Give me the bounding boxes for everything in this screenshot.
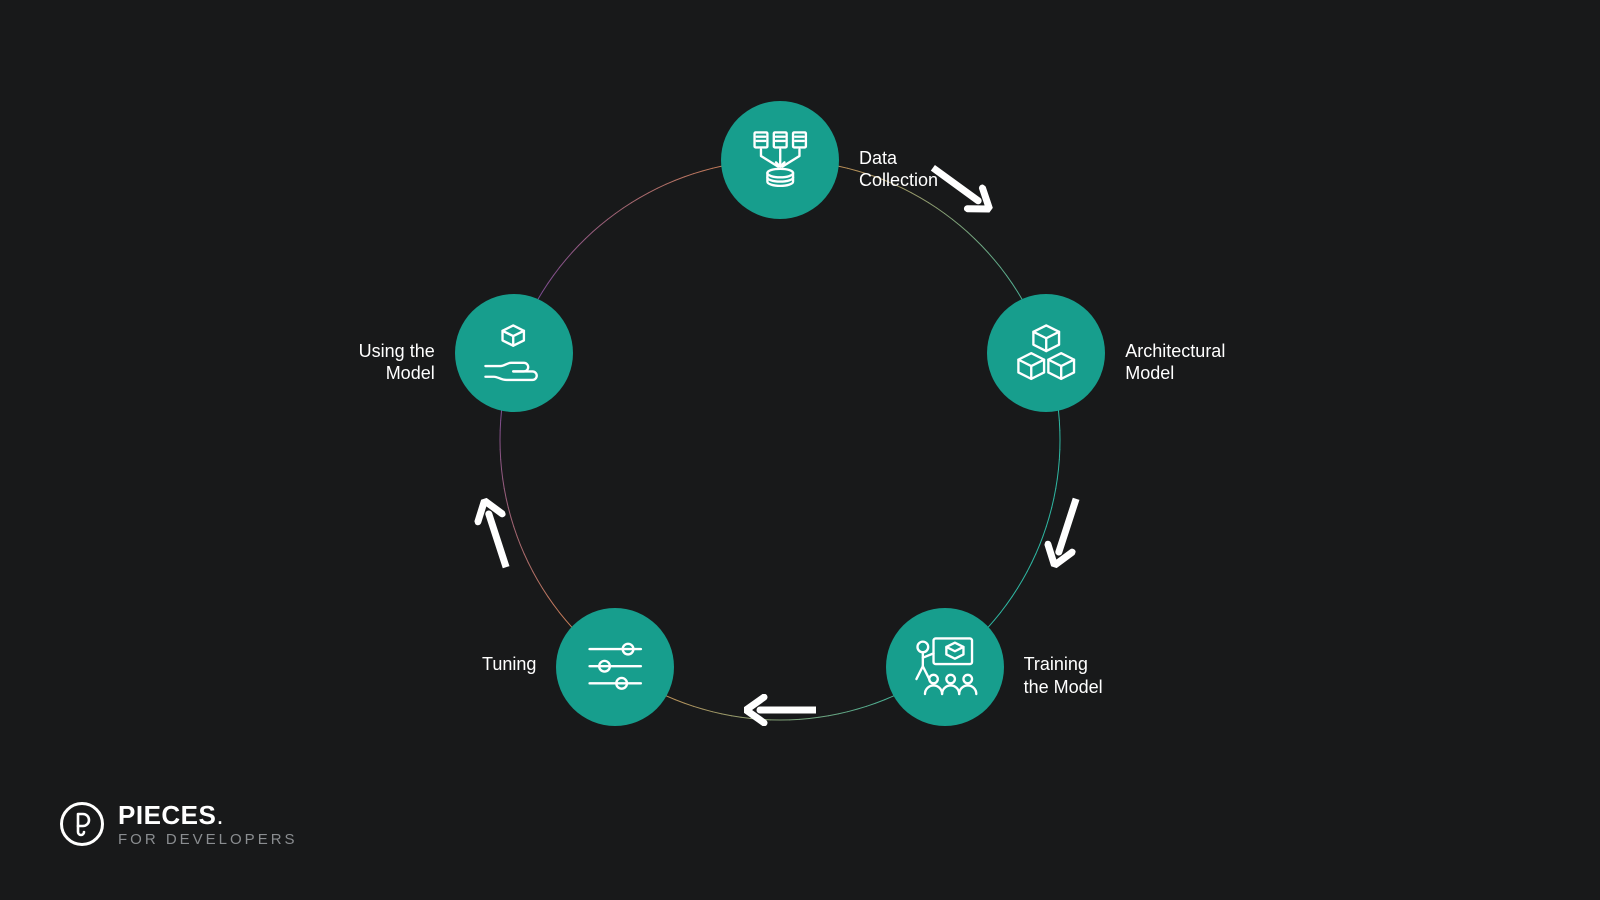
training-icon: [910, 632, 978, 700]
node-architectural-model: [987, 294, 1105, 412]
data-icon: [746, 126, 814, 194]
sliders-icon: [581, 632, 649, 700]
brand-mark-icon: [60, 802, 104, 846]
diagram-stage: Data Collection Architectural Model Trai…: [0, 0, 1600, 900]
label-tuning: Tuning: [482, 653, 536, 676]
label-training-the-model: Training the Model: [1024, 653, 1103, 698]
node-using-the-model: [455, 294, 573, 412]
label-architectural-model: Architectural Model: [1125, 340, 1225, 385]
node-training-the-model: [886, 608, 1004, 726]
blocks-icon: [1012, 319, 1080, 387]
brand-name: PIECES.: [118, 800, 298, 831]
brand-logo: PIECES. FOR DEVELOPERS: [60, 800, 298, 848]
label-data-collection: Data Collection: [859, 147, 938, 192]
hand-icon: [479, 319, 547, 387]
brand-tagline: FOR DEVELOPERS: [118, 831, 298, 848]
node-data-collection: [721, 101, 839, 219]
arrow-training-the-model-to-tuning: [744, 694, 816, 726]
node-tuning: [556, 608, 674, 726]
label-using-the-model: Using the Model: [359, 340, 435, 385]
